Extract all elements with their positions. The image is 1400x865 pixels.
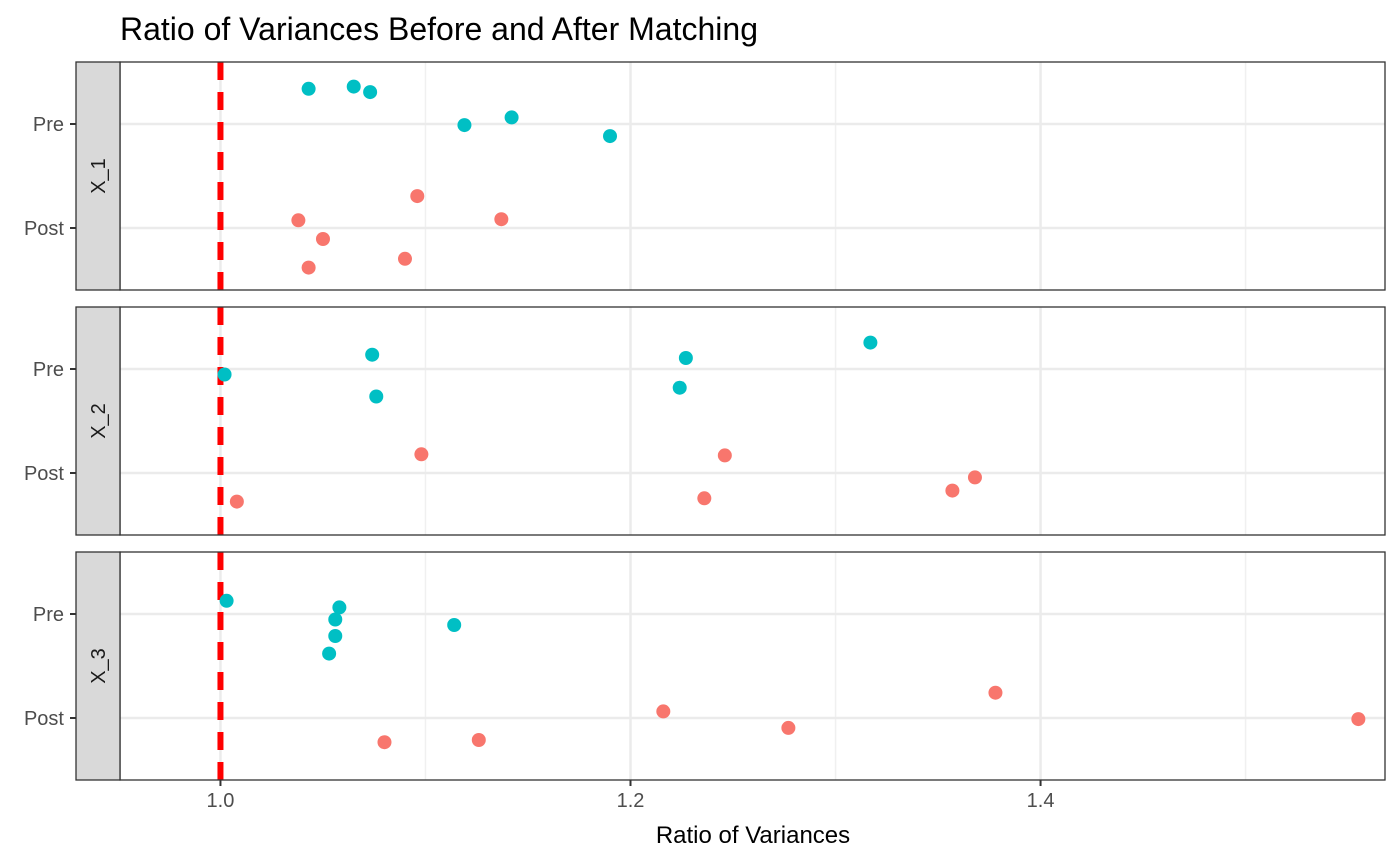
data-point-pre [301,81,316,96]
data-point-post [781,720,796,735]
facet-strip-label: X_1 [88,158,110,194]
data-point-pre [863,335,878,350]
data-point-post [717,448,732,463]
data-point-post [229,494,244,509]
x-axis-title: Ratio of Variances [656,822,850,849]
y-tick-label: Post [24,463,64,485]
data-point-post [301,260,316,275]
data-point-pre [447,618,462,632]
data-point-post [988,685,1003,700]
data-point-pre [328,629,343,643]
x-tick-label: 1.0 [207,790,235,812]
data-point-post [656,704,671,719]
x-tick-label: 1.2 [617,790,645,812]
facet-panels: X_1 Pre Post X_2 Pre Post X_3 Pre Post [24,61,1386,781]
data-point-pre [328,612,343,627]
panel-background [120,307,1385,535]
data-point-post [967,470,982,485]
x-tick-label: 1.4 [1027,790,1055,812]
data-point-pre [678,351,693,365]
facet-panel-x-1: X_1 Pre Post [24,61,1386,291]
chart-title: Ratio of Variances Before and After Matc… [120,11,758,47]
y-tick-label: Pre [33,114,64,136]
data-point-post [414,447,429,462]
data-point-pre [219,593,234,608]
data-point-post [410,189,425,204]
data-point-post [291,213,306,228]
y-tick-label: Pre [33,359,64,381]
facet-strip [75,61,121,291]
data-point-pre [365,347,380,362]
data-point-pre [322,646,337,661]
data-point-post [471,733,486,747]
data-point-pre [672,380,687,395]
data-point-post [1351,712,1366,727]
data-point-pre [217,367,232,382]
data-point-pre [457,118,472,133]
x-axis: 1.0 1.2 1.4 [207,780,1055,812]
data-point-post [315,232,330,246]
data-point-pre [332,600,347,615]
facet-strip [75,306,121,536]
data-point-post [697,491,712,506]
facet-panel-x-3: X_3 Pre Post [24,551,1386,781]
facet-strip-label: X_2 [88,403,110,439]
panel-background [120,62,1385,290]
data-point-post [945,483,960,498]
facet-strip-label: X_3 [88,648,110,684]
data-point-post [494,212,509,227]
facet-strip [75,551,121,781]
data-point-pre [603,129,618,144]
y-tick-label: Post [24,708,64,730]
data-point-pre [504,110,519,125]
data-point-post [397,251,412,266]
facet-panel-x-2: X_2 Pre Post [24,306,1386,536]
data-point-pre [369,389,384,404]
y-tick-label: Post [24,218,64,240]
data-point-pre [363,85,378,100]
panel-background [120,552,1385,780]
data-point-post [377,735,392,750]
data-point-pre [346,79,361,94]
y-tick-label: Pre [33,604,64,626]
